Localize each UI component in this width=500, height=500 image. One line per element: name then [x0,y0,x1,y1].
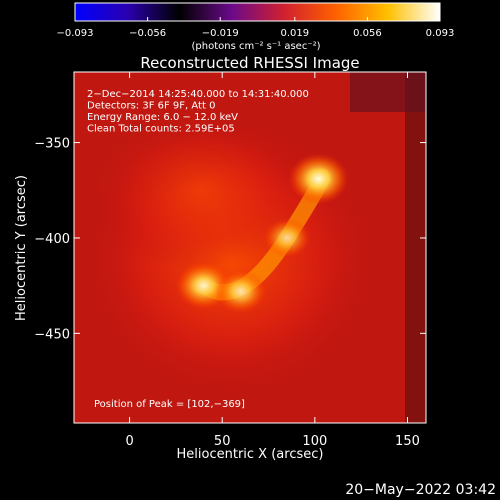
x-tick-label: 0 [125,434,133,449]
plot-frame [73,71,427,424]
image-plot-area [74,72,426,423]
colorbar-tick-label: −0.056 [129,28,166,39]
colorbar-tick-label: 0.056 [353,28,382,39]
colorbar-ticks: −0.093 −0.056 −0.019 0.019 0.056 0.093 [56,17,454,39]
footer-date: 20−May−2022 03:42 [345,482,496,498]
colorbar-units-label: (photons cm⁻² s⁻¹ asec⁻²) [191,41,320,52]
image-dark-right-edge [405,72,426,423]
colorbar-tick-label: 0.093 [426,28,455,39]
annotation-line: 2−Dec−2014 14:25:40.000 to 14:31:40.000 [87,89,309,100]
x-tick-label: 50 [214,434,231,449]
x-axis-label: Heliocentric X (arcsec) [177,447,324,462]
emission-source [215,269,267,314]
emission-source [288,153,349,205]
annotation-line: Detectors: 3F 6F 9F, Att 0 [87,101,215,112]
image-dark-top-right [350,72,426,112]
x-tick-label: 100 [302,434,327,449]
colorbar [74,2,441,22]
colorbar-tick-label: 0.019 [280,28,309,39]
emission-sources [175,153,349,314]
colorbar-tick-label: −0.019 [202,28,239,39]
y-tick-label: −450 [34,327,70,342]
annotation-line: Clean Total counts: 2.59E+05 [87,124,235,135]
image-upper-glow [90,110,310,270]
x-tick-label: 150 [395,434,420,449]
colorbar-tick-label: −0.093 [56,28,93,39]
y-tick-label: −350 [34,137,70,152]
y-tick-label: −400 [34,232,70,247]
y-axis-ticks: −350 −400 −450 [34,137,426,342]
emission-source [263,218,311,258]
x-axis-ticks: 0 50 100 150 [125,72,420,449]
y-axis-label: Heliocentric Y (arcsec) [14,175,29,321]
annotation-line: Energy Range: 6.0 − 12.0 keV [87,112,238,123]
chart-title: Reconstructed RHESSI Image [140,54,359,72]
observation-annotations: 2−Dec−2014 14:25:40.000 to 14:31:40.000D… [87,89,309,135]
peak-position-label: Position of Peak = [102,−369] [94,399,245,410]
